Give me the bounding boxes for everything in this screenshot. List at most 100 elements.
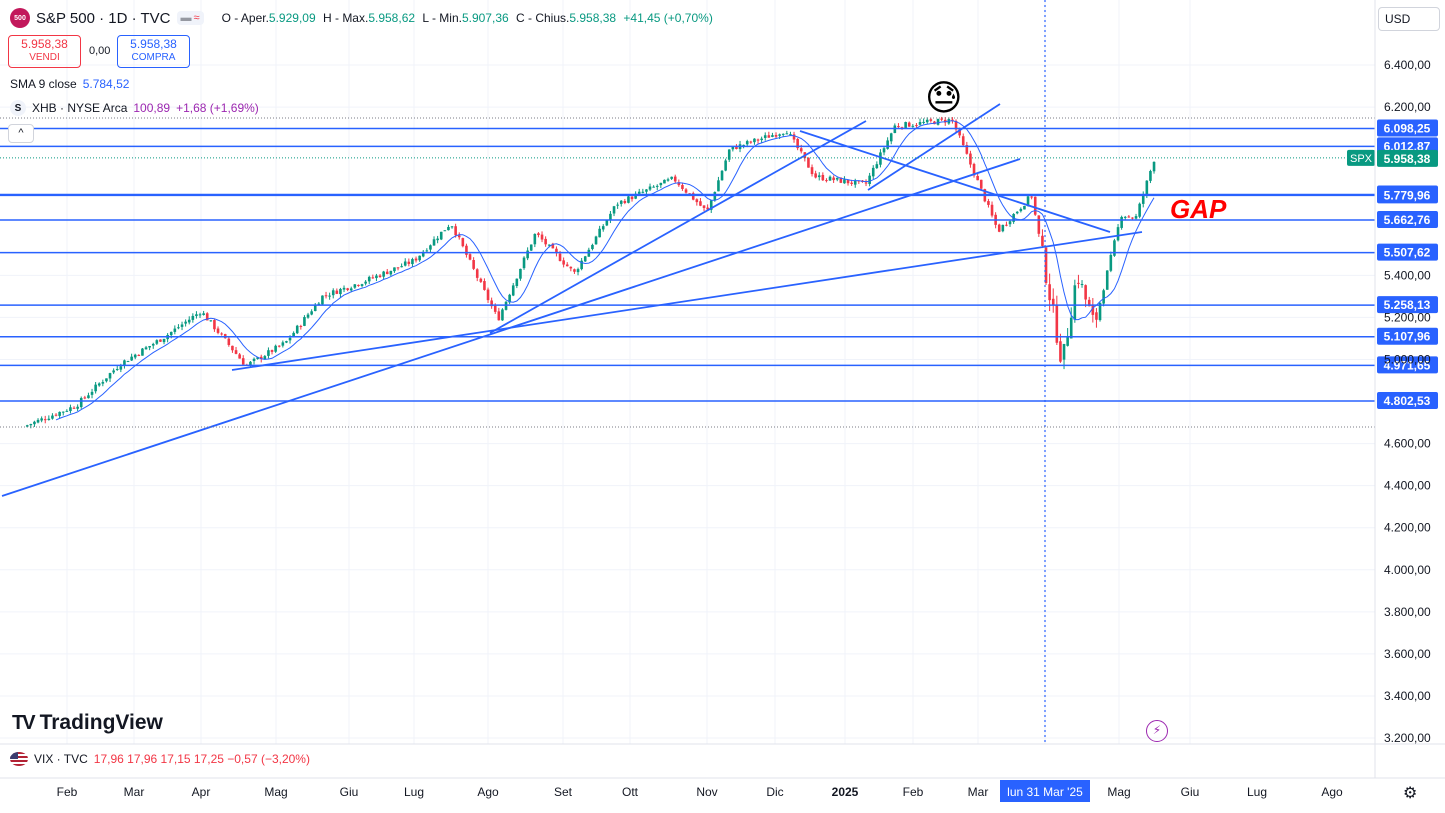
level-price-label: 5.258,13: [1384, 298, 1431, 312]
gap-annotation: GAP: [1170, 194, 1227, 224]
candle-body: [562, 260, 565, 265]
candle-body: [180, 324, 184, 327]
candle-body: [1120, 216, 1123, 228]
candle-body: [198, 314, 202, 316]
candle-body: [958, 129, 961, 136]
candle-body: [767, 135, 771, 138]
candle-body: [364, 281, 367, 284]
candle-body: [936, 118, 940, 125]
candle-body: [731, 146, 735, 150]
candle-body: [778, 134, 781, 136]
candle-body: [259, 356, 263, 360]
chart-title[interactable]: S&P 500 · 1D · TVC: [36, 9, 171, 27]
sell-button[interactable]: 5.958,38 VENDI: [8, 35, 81, 68]
lightning-icon[interactable]: ⚡: [1146, 720, 1168, 742]
candle-body: [414, 258, 418, 261]
candle-body: [969, 153, 972, 165]
candle-body: [1127, 216, 1131, 218]
candle-body: [184, 321, 187, 324]
candle-body: [238, 354, 241, 359]
candle-body: [659, 182, 663, 186]
level-price-tag: [1377, 119, 1438, 137]
candle-body: [378, 275, 382, 278]
candle-body: [490, 300, 493, 307]
candle-body: [277, 345, 281, 347]
eye-icon: ▬: [180, 12, 192, 24]
settings-icon[interactable]: ⚙: [1403, 785, 1418, 802]
candle-body: [526, 250, 529, 259]
candle-body: [929, 119, 933, 121]
candle-body: [889, 133, 893, 142]
candle-body: [112, 370, 115, 373]
candle-body: [90, 391, 94, 395]
candle-body: [673, 176, 677, 182]
candle-body: [853, 180, 857, 185]
candle-body: [270, 350, 274, 352]
candle-body: [965, 145, 969, 154]
candle-body: [727, 149, 731, 160]
candle-body: [292, 332, 295, 338]
candle-body: [645, 189, 648, 192]
candle-body: [126, 361, 130, 363]
candle-body: [961, 136, 965, 146]
candle-body: [403, 261, 407, 266]
price-tick-label: 5.000,00: [1384, 352, 1431, 366]
visibility-toggle[interactable]: ▬ ≈: [176, 11, 204, 25]
tradingview-mark-icon: TV: [12, 711, 36, 734]
candle-body: [468, 254, 472, 260]
currency-select[interactable]: USD: [1378, 7, 1440, 31]
vix-legend[interactable]: VIX · TVC 17,96 17,96 17,15 17,25 −0,57 …: [10, 752, 310, 766]
candle-body: [281, 342, 285, 346]
price-tick-label: 3.800,00: [1384, 605, 1431, 619]
candle-body: [695, 199, 699, 203]
time-tick-label: Lug: [404, 785, 424, 799]
candle-body: [479, 278, 483, 282]
time-tick-label: Feb: [57, 785, 78, 799]
candle-body: [699, 201, 702, 206]
candle-body: [133, 354, 137, 358]
candle-body: [879, 152, 882, 165]
sma-legend[interactable]: SMA 9 close 5.784,52: [10, 77, 130, 91]
candle-body: [1098, 302, 1102, 321]
level-price-label: 5.779,96: [1384, 188, 1431, 202]
candle-body: [807, 157, 810, 168]
candle-body: [1023, 205, 1026, 210]
last-price-label: 5.958,38: [1384, 152, 1431, 166]
candle-body: [940, 118, 943, 120]
xhb-legend[interactable]: S XHB · NYSE Arca 100,89 +1,68 (+1,69%): [10, 100, 259, 116]
candle-body: [130, 356, 133, 361]
candle-body: [817, 175, 821, 178]
level-price-tag: [1377, 243, 1438, 261]
candle-body: [821, 174, 825, 181]
time-tick-label: Giu: [340, 785, 359, 799]
candle-body: [904, 122, 907, 129]
level-price-label: 5.507,62: [1384, 246, 1431, 260]
price-tick-label: 4.600,00: [1384, 437, 1431, 451]
candle-body: [544, 238, 547, 245]
spread-value: 0,00: [89, 45, 111, 57]
candle-body: [43, 419, 47, 421]
buy-button[interactable]: 5.958,38 COMPRA: [117, 35, 190, 68]
candle-body: [979, 179, 983, 189]
candle-body: [36, 419, 40, 423]
candle-body: [209, 320, 213, 322]
candle-body: [1131, 217, 1134, 219]
xhb-logo-icon: S: [10, 100, 26, 116]
candle-body: [47, 418, 51, 420]
candle-body: [33, 421, 36, 425]
candle-body: [745, 141, 749, 145]
candle-body: [155, 340, 159, 344]
candle-body: [303, 317, 306, 326]
candle-body: [306, 314, 310, 318]
candle-body: [105, 378, 108, 382]
collapse-legend-button[interactable]: ^: [8, 124, 34, 143]
price-axis: 6.400,00 6.200,00 5.400,00 5.200,00 5.000,00…: [1374, 0, 1431, 778]
candle-body: [987, 201, 990, 205]
candle-body: [241, 358, 245, 365]
candle-body: [1055, 304, 1059, 343]
chart-grid: [0, 0, 1375, 744]
candle-body: [54, 414, 58, 416]
candle-body: [1005, 224, 1008, 226]
time-tick-label: Ago: [477, 785, 499, 799]
